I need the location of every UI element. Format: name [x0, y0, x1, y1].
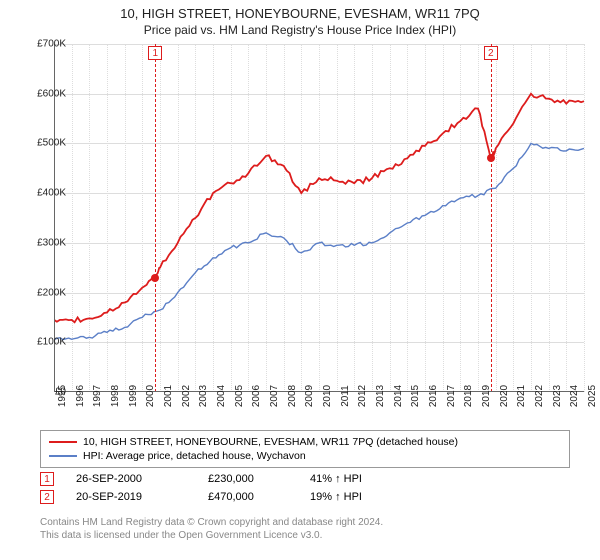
plot-area: 12: [54, 44, 584, 392]
chart-subtitle: Price paid vs. HM Land Registry's House …: [0, 21, 600, 41]
x-tick-label: 2014: [393, 385, 404, 407]
transaction-marker: 2: [40, 490, 54, 504]
y-tick-label: £500K: [20, 138, 66, 149]
legend-swatch: [49, 441, 77, 443]
legend-item: HPI: Average price, detached house, Wych…: [49, 449, 561, 463]
plot-border: [54, 44, 584, 392]
transaction-row: 2 20-SEP-2019 £470,000 19% ↑ HPI: [40, 488, 570, 506]
x-tick-label: 2010: [322, 385, 333, 407]
y-tick-label: £400K: [20, 188, 66, 199]
x-tick-label: 2024: [569, 385, 580, 407]
transaction-row: 1 26-SEP-2000 £230,000 41% ↑ HPI: [40, 470, 570, 488]
x-tick-label: 1999: [128, 385, 139, 407]
footer-attribution: Contains HM Land Registry data © Crown c…: [40, 516, 383, 542]
y-tick-label: £200K: [20, 287, 66, 298]
transaction-price: £470,000: [208, 491, 288, 503]
x-tick-label: 2019: [481, 385, 492, 407]
chart-container: 10, HIGH STREET, HONEYBOURNE, EVESHAM, W…: [0, 0, 600, 560]
x-tick-label: 2004: [216, 385, 227, 407]
x-tick-label: 2023: [552, 385, 563, 407]
x-tick-label: 2025: [587, 385, 598, 407]
x-tick-label: 2015: [410, 385, 421, 407]
x-tick-label: 2017: [446, 385, 457, 407]
transaction-table: 1 26-SEP-2000 £230,000 41% ↑ HPI 2 20-SE…: [40, 470, 570, 506]
x-tick-label: 2022: [534, 385, 545, 407]
x-tick-label: 2003: [198, 385, 209, 407]
x-tick-label: 1995: [57, 385, 68, 407]
transaction-date: 20-SEP-2019: [76, 491, 186, 503]
legend-label: HPI: Average price, detached house, Wych…: [83, 450, 306, 462]
x-tick-label: 2020: [499, 385, 510, 407]
y-tick-label: £100K: [20, 337, 66, 348]
x-tick-label: 2000: [145, 385, 156, 407]
x-tick-label: 2012: [357, 385, 368, 407]
y-tick-label: £700K: [20, 39, 66, 50]
legend: 10, HIGH STREET, HONEYBOURNE, EVESHAM, W…: [40, 430, 570, 468]
x-tick-label: 2005: [234, 385, 245, 407]
x-tick-label: 2021: [516, 385, 527, 407]
x-tick-label: 2006: [251, 385, 262, 407]
x-tick-label: 2008: [287, 385, 298, 407]
x-tick-label: 2011: [340, 385, 351, 407]
transaction-date: 26-SEP-2000: [76, 473, 186, 485]
legend-item: 10, HIGH STREET, HONEYBOURNE, EVESHAM, W…: [49, 435, 561, 449]
x-tick-label: 1996: [75, 385, 86, 407]
legend-label: 10, HIGH STREET, HONEYBOURNE, EVESHAM, W…: [83, 436, 458, 448]
y-tick-label: £300K: [20, 237, 66, 248]
x-tick-label: 1998: [110, 385, 121, 407]
transaction-marker: 1: [40, 472, 54, 486]
x-tick-label: 2007: [269, 385, 280, 407]
legend-swatch: [49, 455, 77, 457]
x-tick-label: 2018: [463, 385, 474, 407]
x-tick-label: 2016: [428, 385, 439, 407]
transaction-pct: 19% ↑ HPI: [310, 491, 400, 503]
transaction-price: £230,000: [208, 473, 288, 485]
x-tick-label: 1997: [92, 385, 103, 407]
x-tick-label: 2001: [163, 385, 174, 407]
y-tick-label: £600K: [20, 88, 66, 99]
footer-line: Contains HM Land Registry data © Crown c…: [40, 516, 383, 529]
footer-line: This data is licensed under the Open Gov…: [40, 529, 383, 542]
transaction-pct: 41% ↑ HPI: [310, 473, 400, 485]
chart-title: 10, HIGH STREET, HONEYBOURNE, EVESHAM, W…: [0, 0, 600, 21]
x-tick-label: 2013: [375, 385, 386, 407]
x-tick-label: 2009: [304, 385, 315, 407]
x-tick-label: 2002: [181, 385, 192, 407]
